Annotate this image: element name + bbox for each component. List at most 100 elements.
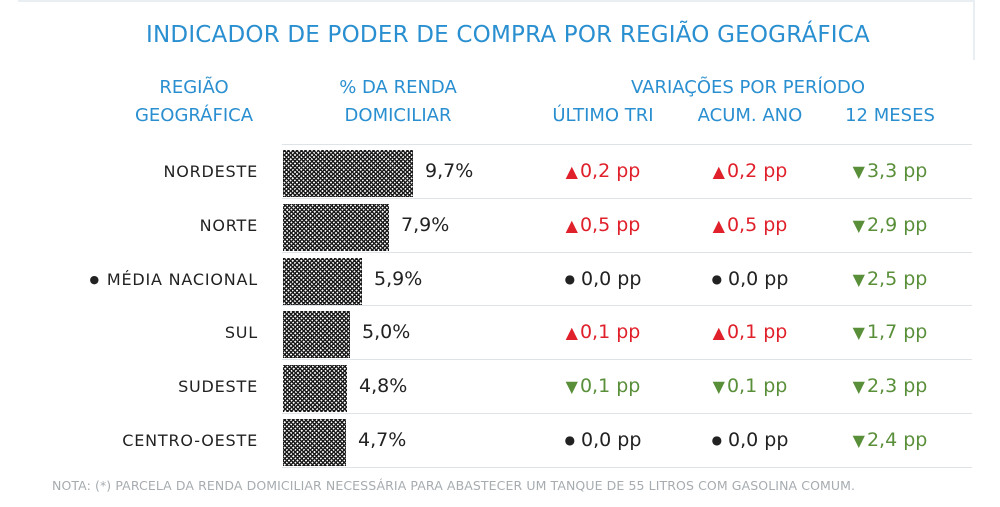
up-arrow-icon: ▲ (565, 215, 578, 235)
variation-cell: ▼ 2,5 pp (820, 253, 960, 306)
variation-value: 0,0 pp (581, 429, 642, 451)
variation-value: 0,1 pp (579, 375, 641, 398)
down-arrow-icon: ▼ (712, 377, 725, 397)
right-border-line (973, 0, 975, 60)
region-label: SUDESTE (178, 360, 258, 413)
row-separator (282, 413, 972, 414)
header-regiao-line1: REGIÃO (159, 77, 229, 98)
variation-cell: ▼ 3,3 pp (820, 145, 960, 198)
variation-value: 0,0 pp (581, 267, 642, 290)
region-label: ● MÉDIA NACIONAL (89, 253, 258, 306)
table-row: ● MÉDIA NACIONAL 5,9% ● 0,0 pp ● 0,0 pp ▼ 2,5 pp (0, 253, 1000, 306)
variation-value: 2,9 pp (866, 213, 928, 236)
down-arrow-icon: ▼ (852, 323, 865, 343)
table-row: NORDESTE 9,7% ▲ 0,2 pp ▲ 0,2 pp ▼ 3,3 pp (0, 145, 1000, 198)
variation-value: 2,4 pp (866, 429, 928, 451)
variation-cell: ▲ 0,2 pp (528, 145, 678, 198)
header-renda: % DA RENDA DOMICILIAR (300, 74, 496, 130)
down-arrow-icon: ▼ (852, 215, 865, 235)
variation-value: 0,1 pp (726, 321, 788, 344)
variation-value: 0,0 pp (728, 429, 789, 451)
variation-cell: ▼ 2,9 pp (820, 199, 960, 252)
up-arrow-icon: ▲ (565, 323, 578, 343)
variation-cell: ▲ 0,5 pp (528, 199, 678, 252)
variation-cell: ● 0,0 pp (676, 253, 824, 306)
variation-value: 0,0 pp (728, 267, 789, 290)
header-renda-line1: % DA RENDA (339, 77, 457, 98)
bar-value-label: 5,9% (374, 267, 423, 290)
up-arrow-icon: ▲ (712, 215, 725, 235)
bullet-icon: ● (711, 271, 723, 286)
variation-cell: ▲ 0,1 pp (676, 306, 824, 359)
variation-cell: ▼ 0,1 pp (528, 360, 678, 413)
table-row: CENTRO-OESTE 4,7% ● 0,0 pp ● 0,0 pp ▼ 2,4 pp (0, 414, 1000, 467)
down-arrow-icon: ▼ (852, 269, 865, 289)
footnote: NOTA: (*) PARCELA DA RENDA DOMICILIAR NE… (52, 478, 856, 493)
row-separator (282, 197, 972, 199)
region-label: SUL (225, 306, 258, 359)
header-ultimo-tri: ÚLTIMO TRI (552, 105, 654, 126)
top-border-line (18, 0, 973, 2)
variation-value: 0,2 pp (579, 160, 641, 182)
table-row: SUL 5,0% ▲ 0,1 pp ▲ 0,1 pp ▼ 1,7 pp (0, 306, 1000, 359)
bar (283, 311, 350, 359)
variation-value: 0,1 pp (726, 375, 788, 398)
region-label-text: SUL (224, 323, 258, 343)
row-separator (282, 144, 972, 145)
variation-cell: ▲ 0,1 pp (528, 306, 678, 359)
variation-cell: ▼ 1,7 pp (820, 306, 960, 359)
variation-value: 3,3 pp (866, 160, 928, 182)
row-separator (282, 251, 972, 253)
down-arrow-icon: ▼ (852, 162, 865, 181)
header-regiao: REGIÃO GEOGRÁFICA (114, 74, 274, 130)
variation-value: 0,5 pp (579, 213, 641, 236)
bar-value-label: 7,9% (401, 213, 450, 236)
region-label: NORDESTE (163, 145, 258, 198)
header-variacoes: VARIAÇÕES POR PERÍODO (630, 77, 866, 98)
variation-cell: ▲ 0,2 pp (676, 145, 824, 198)
variation-value: 0,1 pp (579, 321, 641, 344)
up-arrow-icon: ▲ (565, 162, 578, 181)
row-separator (282, 305, 972, 307)
table-row: NORTE 7,9% ▲ 0,5 pp ▲ 0,5 pp ▼ 2,9 pp (0, 199, 1000, 252)
variation-cell: ▼ 2,3 pp (820, 360, 960, 413)
region-label-text: NORDESTE (163, 162, 258, 181)
variation-cell: ▲ 0,5 pp (676, 199, 824, 252)
variation-cell: ▼ 2,4 pp (820, 414, 960, 467)
bullet-icon: ● (89, 272, 100, 286)
variation-cell: ● 0,0 pp (528, 253, 678, 306)
bar-value-label: 4,7% (358, 429, 407, 451)
bar (283, 419, 346, 466)
bar-value-label: 4,8% (359, 375, 408, 398)
bullet-icon: ● (564, 271, 576, 286)
variation-value: 0,2 pp (726, 160, 788, 182)
variation-value: 1,7 pp (866, 321, 928, 344)
region-label-text: MÉDIA NACIONAL (106, 269, 258, 289)
row-separator (282, 466, 972, 468)
up-arrow-icon: ▲ (712, 323, 725, 343)
region-label-text: CENTRO-OESTE (122, 431, 258, 450)
header-renda-line2: DOMICILIAR (344, 105, 452, 126)
header-regiao-line2: GEOGRÁFICA (134, 105, 254, 126)
variation-cell: ● 0,0 pp (528, 414, 678, 467)
bullet-icon: ● (711, 433, 723, 447)
region-label: NORTE (200, 199, 258, 252)
up-arrow-icon: ▲ (712, 162, 725, 181)
variation-cell: ● 0,0 pp (676, 414, 824, 467)
region-label: CENTRO-OESTE (122, 414, 258, 467)
table-row: SUDESTE 4,8% ▼ 0,1 pp ▼ 0,1 pp ▼ 2,3 pp (0, 360, 1000, 413)
variation-value: 2,5 pp (866, 267, 928, 290)
bar (283, 257, 362, 305)
bar-value-label: 9,7% (425, 160, 474, 182)
chart-title: INDICADOR DE PODER DE COMPRA POR REGIÃO … (146, 22, 870, 48)
header-12-meses: 12 MESES (845, 105, 935, 126)
bar (283, 365, 347, 413)
bar-value-label: 5,0% (362, 321, 411, 344)
header-acum-ano: ACUM. ANO (697, 105, 803, 126)
variation-value: 0,5 pp (726, 213, 788, 236)
region-label-text: NORTE (199, 215, 258, 235)
bar (283, 203, 389, 251)
down-arrow-icon: ▼ (565, 377, 578, 397)
variation-value: 2,3 pp (866, 375, 928, 398)
down-arrow-icon: ▼ (852, 377, 865, 397)
